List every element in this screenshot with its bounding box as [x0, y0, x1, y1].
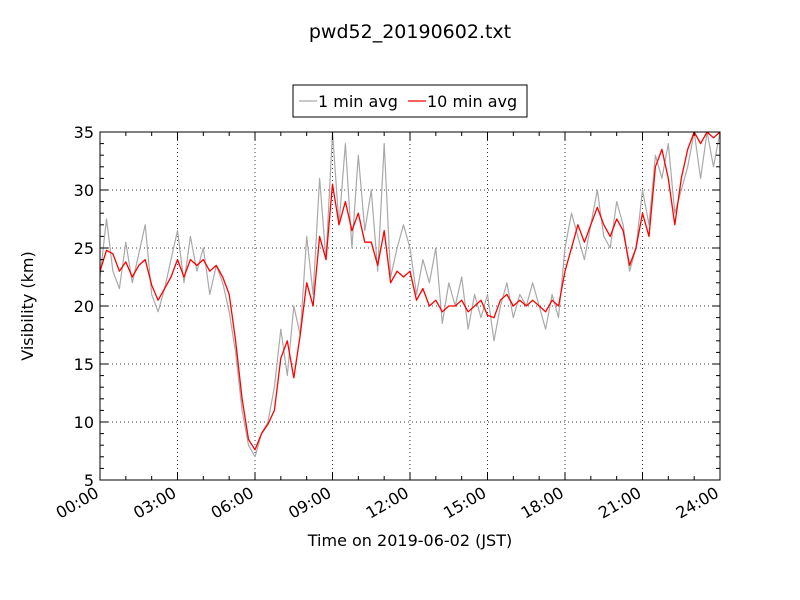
series-line-1min-avg: [100, 132, 720, 458]
y-tick-label: 10: [74, 413, 94, 432]
x-tick-label: 03:00: [130, 483, 179, 523]
y-axis-label: Visibility (km): [18, 251, 37, 360]
y-tick-label: 20: [74, 297, 94, 316]
x-axis-label: Time on 2019-06-02 (JST): [307, 531, 512, 550]
x-tick-label: 21:00: [595, 483, 644, 523]
y-tick-label: 25: [74, 239, 94, 258]
x-tick-label: 15:00: [440, 483, 489, 523]
legend: 1 min avg 10 min avg: [292, 84, 528, 118]
x-tick-label: 00:00: [53, 483, 102, 523]
x-tick-label: 06:00: [208, 483, 257, 523]
y-tick-label: 35: [74, 123, 94, 142]
grid-lines: [100, 132, 720, 480]
x-tick-label: 12:00: [363, 483, 412, 523]
axis-ticks: [99, 131, 721, 481]
chart-title: pwd52_20190602.txt: [309, 21, 511, 43]
x-tick-label: 24:00: [673, 483, 722, 523]
x-tick-labels: 00:00 03:00 06:00 09:00 12:00 15:00 18:00 21:00…: [53, 483, 722, 523]
x-tick-label: 18:00: [518, 483, 567, 523]
y-tick-label: 30: [74, 181, 94, 200]
series-line-10min-avg: [100, 132, 720, 451]
series-layer: [100, 132, 720, 458]
legend-label-1min: 1 min avg: [318, 92, 398, 111]
legend-label-10min: 10 min avg: [427, 92, 517, 111]
x-tick-label: 09:00: [285, 483, 334, 523]
y-tick-label: 15: [74, 355, 94, 374]
y-tick-labels: 5 10 15 20 25 30 35: [74, 123, 94, 490]
y-tick-label: 5: [84, 471, 94, 490]
